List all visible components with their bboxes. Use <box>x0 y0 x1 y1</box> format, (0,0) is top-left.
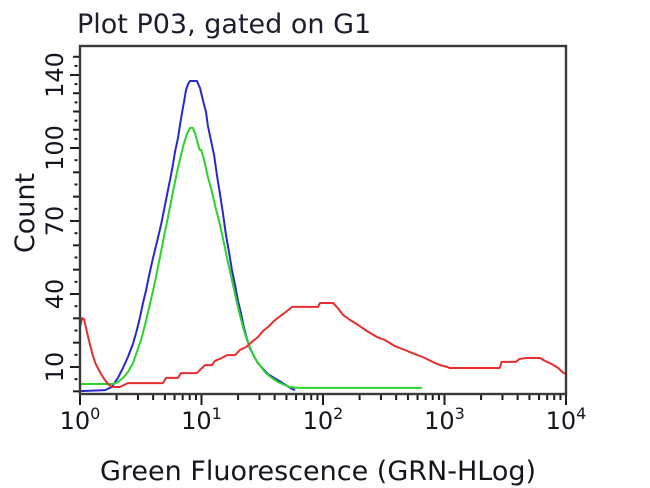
histogram-curves <box>80 80 566 393</box>
y-tick-label: 10 <box>41 352 69 383</box>
x-tick-label: 103 <box>424 404 465 435</box>
red-histogram <box>80 302 566 388</box>
plot-frame <box>78 44 568 396</box>
y-tick-label: 100 <box>41 125 69 171</box>
y-tick-label: 70 <box>41 206 69 237</box>
x-tick-label: 104 <box>546 404 587 435</box>
y-axis-label: Count <box>10 173 41 253</box>
axis-ticks: 10 40 70 100 140 100 101 102 103 104 <box>41 52 586 435</box>
blue-histogram <box>80 80 296 393</box>
x-tick-label: 102 <box>303 404 344 435</box>
plot-title: Plot P03, gated on G1 <box>77 9 371 40</box>
x-axis-label: Green Fluorescence (GRN-HLog) <box>100 456 536 487</box>
x-tick-label: 101 <box>181 404 222 435</box>
y-tick-label: 40 <box>41 279 69 310</box>
x-tick-label: 100 <box>60 404 101 435</box>
green-histogram <box>80 126 422 389</box>
y-tick-label: 140 <box>41 52 69 98</box>
